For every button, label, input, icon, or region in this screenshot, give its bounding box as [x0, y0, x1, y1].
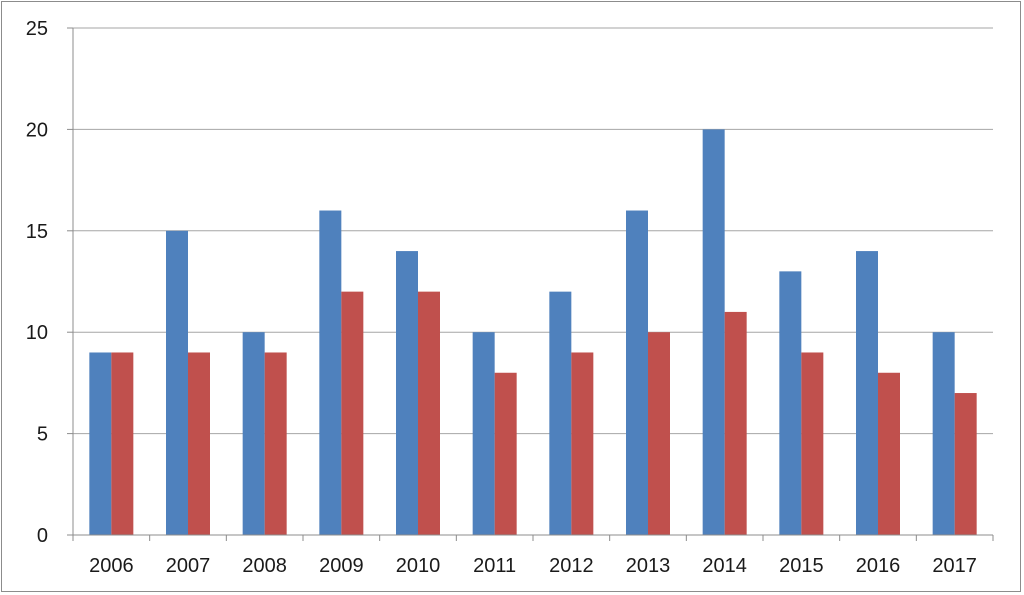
axes	[67, 27, 994, 541]
bar-series2-2013	[648, 332, 670, 535]
x-tick-label: 2008	[242, 555, 287, 577]
bar-series2-2008	[264, 352, 287, 535]
bar-series1-2016	[856, 251, 878, 535]
bar-series2-2015	[801, 352, 824, 535]
bar-series2-2009	[341, 291, 364, 535]
bar-series2-2010	[418, 291, 440, 535]
bar-series1-2013	[626, 210, 648, 535]
gridlines	[73, 27, 993, 435]
x-tick-label: 2013	[626, 555, 671, 577]
bar-series1-2017	[932, 332, 955, 535]
bar-series2-2017	[954, 393, 977, 535]
bar-series1-2011	[472, 332, 495, 535]
y-tick-label: 10	[26, 322, 48, 344]
bar-series2-2014	[724, 311, 747, 535]
x-tick-label: 2012	[549, 555, 594, 577]
bar-series1-2014	[702, 129, 725, 535]
bar-series2-2012	[571, 352, 594, 535]
y-tick-label: 5	[37, 424, 48, 446]
bar-series1-2015	[779, 271, 802, 535]
bar-series1-2008	[242, 332, 265, 535]
x-tick-label: 2007	[166, 555, 211, 577]
bar-series1-2006	[89, 352, 112, 535]
x-tick-label: 2011	[473, 555, 516, 577]
bar-series2-2011	[494, 372, 517, 535]
bar-series2-2007	[188, 352, 210, 535]
y-tick-label: 0	[37, 525, 48, 547]
x-tick-label: 2010	[396, 555, 441, 577]
y-tick-label: 25	[26, 18, 48, 40]
y-tick-label: 20	[26, 119, 48, 141]
bar-series1-2009	[319, 210, 342, 535]
y-tick-label: 15	[26, 221, 48, 243]
bar-series2-2016	[878, 372, 900, 535]
x-tick-label: 2016	[856, 555, 901, 577]
bars	[89, 129, 977, 536]
y-axis-tick-labels: 0 5 10 15 20 25	[26, 18, 48, 547]
x-tick-label: 2006	[89, 555, 134, 577]
x-tick-label: 2015	[779, 555, 824, 577]
x-tick-label: 2009	[319, 555, 364, 577]
bar-series1-2012	[549, 291, 572, 535]
bar-series2-2006	[111, 352, 134, 535]
x-tick-label: 2017	[932, 555, 977, 577]
bar-series1-2007	[166, 230, 188, 536]
x-tick-label: 2014	[702, 555, 747, 577]
x-axis-tick-labels: 2006 2007 2008 2009 2010 2011 2012 2013 2014 2015…	[89, 555, 977, 577]
bar-series1-2010	[396, 251, 418, 535]
